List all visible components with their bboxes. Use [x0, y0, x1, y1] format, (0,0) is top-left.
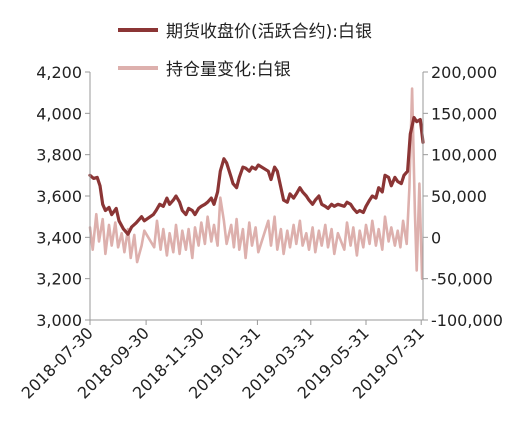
- y-left-tick-label: 4,000: [36, 104, 82, 123]
- y-right-tick-label: -100,000: [431, 311, 503, 330]
- x-axis: 2018-07-302018-09-302018-11-302019-01-31…: [18, 320, 428, 403]
- y-right-tick-label: 100,000: [431, 146, 497, 165]
- y-axis-right: -100,000 -50,000 0 50,000 100,000 150,000 200,…: [423, 63, 503, 330]
- y-axis-left: 3,000 3,200 3,400 3,600 3,800 4,000 4,200: [36, 63, 90, 330]
- y-right-tick-label: 50,000: [431, 187, 487, 206]
- y-left-tick-label: 3,800: [36, 146, 82, 165]
- y-left-tick-label: 3,000: [36, 311, 82, 330]
- series-line-position: [88, 87, 424, 281]
- y-left-tick-label: 3,200: [36, 270, 82, 289]
- legend-label-position: 持仓量变化:白银: [166, 60, 291, 80]
- y-left-tick-label: 3,600: [36, 187, 82, 206]
- legend-label-price: 期货收盘价(活跃合约):白银: [166, 22, 372, 42]
- series-line-price: [88, 115, 425, 236]
- axes-layer: [89, 72, 424, 321]
- y-left-tick-label: 4,200: [36, 63, 82, 82]
- y-left-tick-label: 3,400: [36, 228, 82, 247]
- series-layer: [88, 87, 425, 281]
- y-right-tick-label: -50,000: [431, 270, 493, 289]
- legend: 期货收盘价(活跃合约):白银 持仓量变化:白银: [118, 22, 372, 80]
- y-right-tick-label: 200,000: [431, 63, 497, 82]
- y-right-tick-label: 0: [431, 228, 441, 247]
- y-right-tick-label: 150,000: [431, 104, 497, 123]
